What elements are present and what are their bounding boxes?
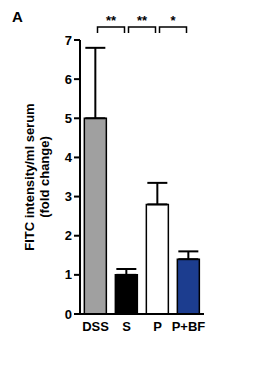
svg-text:S: S — [122, 319, 131, 334]
svg-text:P: P — [153, 319, 162, 334]
svg-text:P+BF: P+BF — [172, 319, 206, 334]
svg-text:5: 5 — [65, 111, 72, 126]
svg-text:7: 7 — [65, 33, 72, 48]
svg-text:1: 1 — [65, 267, 72, 282]
svg-text:FITC intensity/ml serum(fold c: FITC intensity/ml serum(fold change) — [22, 103, 52, 250]
svg-text:**: ** — [106, 13, 117, 28]
svg-text:3: 3 — [65, 189, 72, 204]
svg-text:2: 2 — [65, 228, 72, 243]
svg-text:0: 0 — [65, 307, 72, 322]
svg-text:4: 4 — [65, 150, 73, 165]
svg-text:*: * — [170, 13, 176, 28]
svg-text:6: 6 — [65, 72, 72, 87]
svg-text:DSS: DSS — [82, 319, 109, 334]
svg-text:**: ** — [137, 13, 148, 28]
svg-text:A: A — [12, 8, 23, 25]
